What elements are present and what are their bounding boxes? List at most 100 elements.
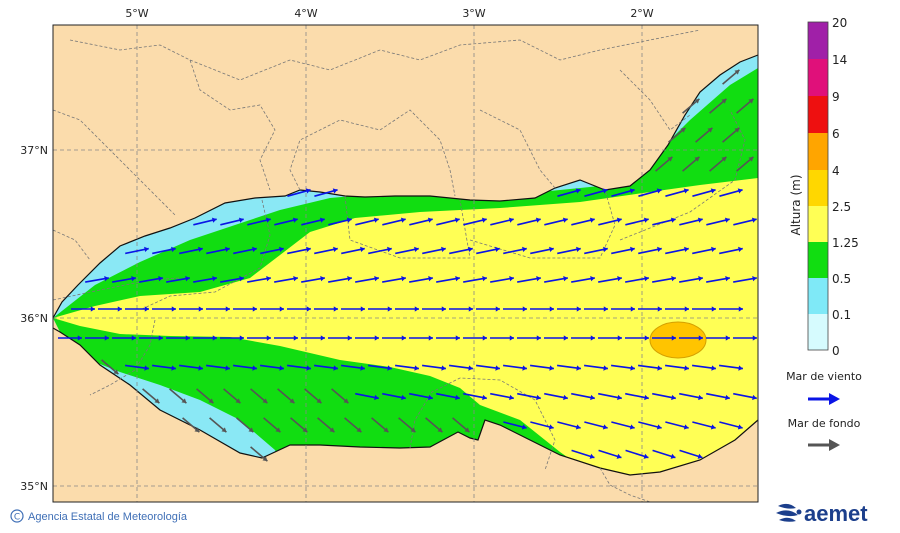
wind-sea-arrowhead — [725, 276, 730, 282]
wind-sea-arrowhead — [521, 424, 527, 430]
swell-arrowhead — [437, 427, 443, 433]
wind-sea-arrowhead — [602, 424, 608, 430]
wind-sea-arrowhead — [468, 246, 473, 253]
wind-sea-arrowhead — [711, 246, 716, 253]
map-frame — [52, 24, 759, 503]
wind-sea-arrowhead — [387, 306, 392, 312]
colorbar-swatch-1.25-2.5 — [808, 206, 828, 242]
wind-sea-arrowhead — [333, 306, 338, 312]
wind-sea-arrowhead — [482, 335, 487, 341]
wind-sea-arrowhead — [710, 424, 716, 430]
wind-sea-arrowhead — [346, 217, 352, 223]
wind-sea-arrowhead — [657, 306, 662, 312]
wind-sea-arrowhead — [549, 306, 554, 312]
wind-sea-arrowhead — [751, 217, 757, 223]
wind-sea-arrowhead — [698, 276, 703, 282]
wind-sea-arrowhead — [320, 276, 325, 282]
swell-arrowhead — [721, 98, 727, 104]
wind-sea-arrowhead — [90, 306, 95, 312]
wind-sea-arrowhead — [332, 188, 338, 194]
wind-sea-arrowhead — [455, 335, 460, 341]
wind-sea-arrowhead — [306, 365, 311, 371]
wind-sea-arrowhead — [737, 424, 743, 430]
wind-sea-arrowhead — [536, 394, 541, 401]
lon-label-2w: 2°W — [630, 7, 653, 20]
wind-sea-arrowhead — [401, 394, 406, 401]
lon-label-3w: 3°W — [462, 7, 485, 20]
wind-sea-arrowhead — [616, 453, 622, 459]
wind-sea-arrowhead — [333, 246, 338, 253]
wind-sea-arrowhead — [549, 246, 554, 253]
wind-sea-arrowhead — [656, 424, 662, 430]
wind-sea-arrowhead — [158, 276, 163, 282]
wind-sea-arrowhead — [657, 246, 662, 253]
swell-arrowhead — [721, 156, 727, 162]
wind-sea-arrowhead — [710, 188, 716, 194]
colorbar-swatch-0.5-1.25 — [808, 242, 828, 278]
swell-arrowhead — [694, 98, 700, 104]
wind-sea-arrowhead — [374, 394, 379, 401]
wind-sea-arrowhead — [725, 335, 730, 341]
wind-sea-arrowhead — [482, 276, 487, 282]
swell-arrowhead — [289, 398, 295, 404]
colorbar-swatch-14-20 — [808, 22, 828, 59]
wind-sea-arrowhead — [616, 217, 622, 223]
wind-sea-arrowhead — [225, 246, 230, 253]
lon-label-4w: 4°W — [294, 7, 317, 20]
wind-sea-arrowhead — [603, 246, 608, 253]
wind-sea-arrowhead — [293, 335, 298, 341]
wind-sea-arrowhead — [630, 306, 635, 312]
agency-credit: C Agencia Estatal de Meteorología — [10, 509, 188, 523]
wind-sea-arrowhead — [144, 306, 149, 312]
wind-sea-arrowhead — [738, 306, 743, 312]
wind-sea-arrowhead — [198, 306, 203, 312]
credit-text: Agencia Estatal de Meteorología — [28, 511, 188, 523]
wind-sea-arrowhead — [387, 365, 392, 371]
colorbar-level: 0.5 — [832, 272, 851, 286]
wind-sea-arrowhead — [495, 306, 500, 312]
wind-sea-arrowhead — [428, 276, 433, 282]
wind-sea-arrowhead — [468, 365, 473, 371]
wind-sea-arrowhead — [293, 276, 298, 282]
wind-sea-arrowhead — [279, 365, 284, 371]
wind-sea-arrowhead — [684, 365, 689, 371]
swell-arrowhead — [329, 427, 335, 433]
swell-arrowhead — [383, 427, 389, 433]
wind-sea-arrowhead — [522, 365, 527, 371]
wind-sea-arrowhead — [549, 365, 554, 371]
wind-sea-arrowhead — [683, 188, 689, 194]
wind-sea-arrowhead — [158, 335, 163, 341]
swell-arrowhead — [235, 398, 241, 404]
lat-label-36n: 36°N — [20, 312, 48, 325]
wind-sea-arrowhead — [198, 365, 203, 371]
wind-sea-arrowhead — [373, 217, 379, 223]
wind-sea-arrowhead — [535, 217, 541, 223]
wind-sea-arrowhead — [509, 394, 514, 401]
coastline — [52, 54, 759, 476]
wind-sea-arrowhead — [724, 217, 730, 223]
wind-sea-arrowhead — [212, 335, 217, 341]
wind-sea-arrowhead — [697, 217, 703, 223]
swell-arrowhead — [734, 127, 740, 133]
wind-sea-arrowhead — [563, 394, 568, 401]
wind-sea-arrowhead — [536, 276, 541, 282]
wind-sea-arrowhead — [563, 335, 568, 341]
colorbar-level: 1.25 — [832, 236, 859, 250]
swell-arrowhead — [221, 427, 227, 433]
wind-sea-arrowhead — [508, 217, 514, 223]
swell-arrowhead — [356, 427, 362, 433]
wave-arrows — [58, 69, 757, 462]
colorbar-level: 20 — [832, 16, 847, 30]
lat-label-37n: 37°N — [20, 144, 48, 157]
wind-sea-arrowhead — [590, 394, 595, 401]
wind-sea-arrowhead — [617, 335, 622, 341]
wind-sea-arrowhead — [320, 335, 325, 341]
wind-sea-arrowhead — [238, 217, 244, 223]
wind-sea-arrowhead — [670, 217, 676, 223]
arrow-legend: Mar de viento Mar de fondo — [786, 370, 862, 451]
wind-sea-arrowhead — [576, 306, 581, 312]
wind-sea-arrowhead — [454, 217, 460, 223]
wind-sea-arrowhead — [266, 335, 271, 341]
wind-sea-arrowhead — [468, 306, 473, 312]
